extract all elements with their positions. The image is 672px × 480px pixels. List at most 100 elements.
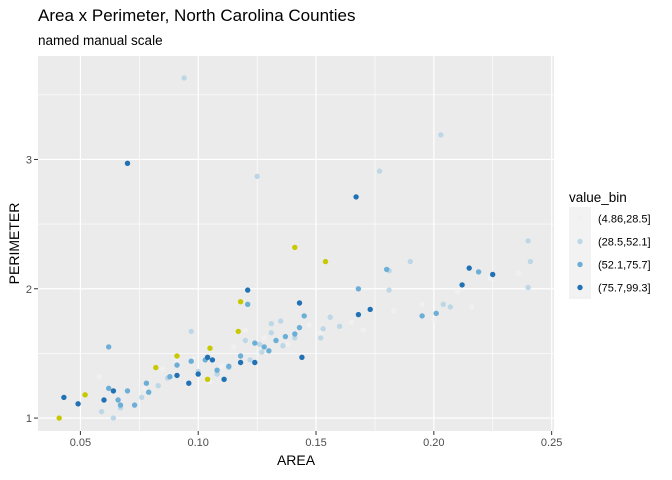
data-point — [468, 304, 475, 310]
data-point — [252, 340, 258, 346]
legend-items: (4.86,28.5] (28.5,52.1] (52.1,75.7] (75.7,9… — [569, 207, 651, 299]
legend-swatch — [577, 261, 583, 268]
data-point — [242, 337, 248, 344]
data-point — [447, 304, 453, 310]
data-point — [242, 327, 248, 333]
data-point — [318, 335, 324, 341]
data-point — [204, 376, 211, 382]
data-point — [487, 275, 494, 282]
y-tick-label: 2 — [26, 284, 32, 296]
data-point — [299, 354, 305, 360]
x-axis-title: AREA — [277, 452, 316, 468]
data-point — [261, 335, 267, 341]
chart-title: Area x Perimeter, North Carolina Countie… — [38, 6, 356, 25]
data-point — [174, 358, 180, 364]
data-point — [235, 328, 241, 335]
data-point — [101, 397, 107, 403]
data-point — [209, 357, 216, 363]
data-point — [376, 168, 383, 174]
data-point — [153, 364, 159, 371]
data-point — [384, 266, 390, 273]
data-point — [419, 313, 425, 319]
data-point — [360, 327, 366, 333]
data-point — [188, 358, 194, 364]
data-point — [245, 301, 251, 307]
x-tick-label: 0.10 — [188, 437, 209, 449]
data-point — [306, 322, 312, 328]
data-point — [61, 394, 67, 401]
data-point — [261, 344, 267, 350]
data-point — [459, 282, 465, 288]
legend-swatch — [577, 215, 583, 222]
grid-minor — [38, 56, 554, 431]
data-point — [292, 331, 298, 337]
chart-subtitle: named manual scale — [38, 33, 163, 48]
data-point — [219, 363, 225, 369]
data-point — [292, 244, 298, 251]
data-point — [207, 345, 213, 351]
data-point — [301, 313, 307, 319]
data-point — [98, 408, 105, 415]
legend-swatch — [577, 238, 583, 245]
data-point — [475, 269, 482, 275]
data-point — [355, 311, 362, 318]
data-point — [230, 344, 237, 350]
x-tick-label: 0.20 — [423, 437, 444, 449]
data-point — [167, 374, 173, 380]
data-point — [75, 401, 81, 407]
data-point — [106, 344, 112, 350]
data-point — [391, 308, 397, 314]
data-point — [155, 383, 161, 389]
data-point — [204, 354, 211, 360]
data-point — [237, 299, 244, 305]
data-point — [110, 415, 117, 421]
data-point — [221, 376, 227, 382]
data-point — [431, 317, 437, 323]
data-point — [525, 284, 531, 291]
data-point — [268, 330, 274, 336]
data-point — [143, 380, 150, 386]
data-point — [296, 300, 303, 306]
data-point — [292, 335, 298, 341]
legend-label: (52.1,75.7] — [598, 260, 651, 272]
legend-label: (4.86,28.5] — [598, 214, 651, 226]
legend: value_bin (4.86,28.5] (28.5,52.1] (52.1,75… — [569, 190, 651, 299]
data-point — [237, 353, 244, 359]
data-point — [56, 415, 62, 421]
data-point — [490, 271, 496, 278]
data-point — [466, 265, 472, 271]
data-point — [188, 328, 194, 335]
legend-swatch — [577, 284, 583, 291]
data-point — [285, 341, 291, 348]
data-point — [247, 357, 253, 363]
data-point — [214, 371, 220, 377]
data-point — [131, 402, 138, 408]
data-point — [174, 362, 180, 368]
data-point — [124, 388, 131, 394]
x-tick-label: 0.15 — [305, 437, 326, 449]
data-point — [516, 270, 522, 276]
data-point — [124, 160, 131, 166]
data-point — [355, 286, 362, 292]
data-point — [146, 389, 152, 395]
data-points — [56, 75, 534, 421]
data-point — [278, 318, 284, 324]
data-point — [186, 380, 192, 386]
data-point — [139, 394, 145, 401]
data-point — [195, 371, 201, 377]
data-point — [226, 363, 232, 369]
y-tick-label: 3 — [26, 154, 32, 166]
data-point — [280, 343, 286, 349]
data-point — [433, 310, 439, 316]
legend-title: value_bin — [569, 190, 627, 205]
x-tick-label: 0.05 — [70, 437, 91, 449]
data-point — [527, 258, 534, 265]
data-point — [106, 385, 112, 391]
y-tick-label: 1 — [26, 413, 32, 425]
data-point — [115, 397, 121, 403]
data-point — [174, 353, 180, 359]
data-point — [386, 287, 392, 293]
data-point — [259, 349, 265, 355]
data-point — [237, 359, 244, 366]
grid-major — [38, 56, 554, 431]
